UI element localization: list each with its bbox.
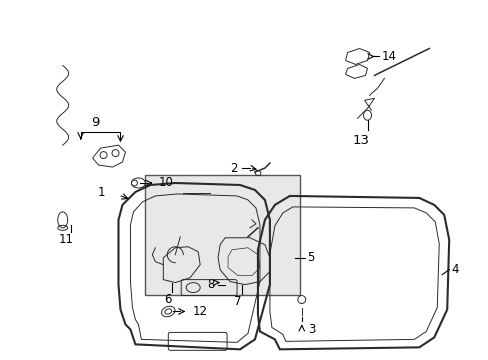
Text: 7: 7 <box>234 295 241 308</box>
Text: 10: 10 <box>158 176 173 189</box>
Text: 6: 6 <box>164 293 172 306</box>
Text: 8: 8 <box>207 278 215 291</box>
Text: 4: 4 <box>450 263 458 276</box>
Text: 11: 11 <box>58 233 73 246</box>
Text: 14: 14 <box>381 50 396 63</box>
Text: 2: 2 <box>230 162 238 175</box>
Text: 3: 3 <box>307 323 314 336</box>
Text: 12: 12 <box>192 305 207 318</box>
Text: 5: 5 <box>306 251 313 264</box>
Text: 1: 1 <box>98 186 105 199</box>
Bar <box>145 175 299 294</box>
Text: 13: 13 <box>352 134 369 147</box>
Text: 9: 9 <box>91 116 100 129</box>
